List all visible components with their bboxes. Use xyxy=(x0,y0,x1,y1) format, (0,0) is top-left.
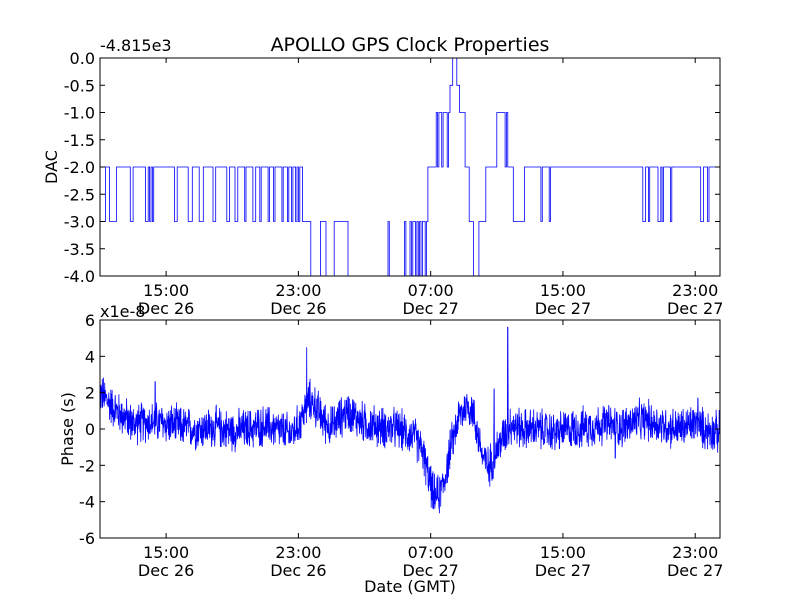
y-tick-label: -1.0 xyxy=(64,104,95,123)
y-tick-label: -2.0 xyxy=(64,158,95,177)
phase-series-group xyxy=(100,326,720,514)
x-tick-time-label: 15:00 xyxy=(540,543,586,562)
x-tick-date-label: Dec 27 xyxy=(402,299,458,318)
y-tick-label: -1.5 xyxy=(64,131,95,150)
y-tick-label: -2 xyxy=(79,456,95,475)
phase-xlabel: Date (GMT) xyxy=(364,577,456,596)
y-tick-label: 6 xyxy=(85,311,95,330)
chart-title: APOLLO GPS Clock Properties xyxy=(271,34,550,56)
y-tick-label: -3.0 xyxy=(64,213,95,232)
x-tick-date-label: Dec 27 xyxy=(402,561,458,580)
x-tick-time-label: 15:00 xyxy=(540,281,586,300)
x-tick-time-label: 23:00 xyxy=(672,543,718,562)
y-tick-label: 0.0 xyxy=(70,49,95,68)
y-tick-label: -6 xyxy=(79,529,95,548)
dac-series-line xyxy=(100,58,720,276)
x-tick-date-label: Dec 26 xyxy=(270,299,326,318)
y-tick-label: 2 xyxy=(85,384,95,403)
y-tick-label: -4.0 xyxy=(64,267,95,286)
y-tick-label: -3.5 xyxy=(64,240,95,259)
x-tick-time-label: 07:00 xyxy=(408,281,454,300)
y-tick-label: -0.5 xyxy=(64,76,95,95)
y-tick-label: -4 xyxy=(79,493,95,512)
x-tick-time-label: 15:00 xyxy=(143,543,189,562)
y-tick-label: 4 xyxy=(85,347,95,366)
x-tick-date-label: Dec 26 xyxy=(270,561,326,580)
x-tick-time-label: 07:00 xyxy=(408,543,454,562)
x-tick-date-label: Dec 27 xyxy=(535,299,591,318)
x-tick-date-label: Dec 27 xyxy=(535,561,591,580)
phase-series-line xyxy=(100,326,720,514)
x-tick-date-label: Dec 26 xyxy=(138,299,194,318)
dac-series-group xyxy=(100,58,720,276)
x-tick-date-label: Dec 26 xyxy=(138,561,194,580)
x-tick-date-label: Dec 27 xyxy=(667,299,723,318)
dac-ticks: 0.0 -0.5 -1.0 -1.5 -2.0 -2.5 -3.0 -3.5 -4.0 15:00… xyxy=(64,49,724,318)
phase-ylabel: Phase (s) xyxy=(58,392,77,466)
dac-offset-text: -4.815e3 xyxy=(100,36,172,55)
x-tick-time-label: 23:00 xyxy=(275,281,321,300)
panel-dac: -4.815e3 0.0 -0.5 -1.0 -1.5 -2.0 -2.5 -3.0 -3.5… xyxy=(42,36,723,318)
x-tick-time-label: 15:00 xyxy=(143,281,189,300)
x-tick-time-label: 23:00 xyxy=(672,281,718,300)
y-tick-label: 0 xyxy=(85,420,95,439)
dac-ylabel: DAC xyxy=(42,150,61,184)
x-tick-time-label: 23:00 xyxy=(275,543,321,562)
y-tick-label: -2.5 xyxy=(64,185,95,204)
phase-offset-text: x1e-8 xyxy=(100,302,145,321)
x-tick-date-label: Dec 27 xyxy=(667,561,723,580)
